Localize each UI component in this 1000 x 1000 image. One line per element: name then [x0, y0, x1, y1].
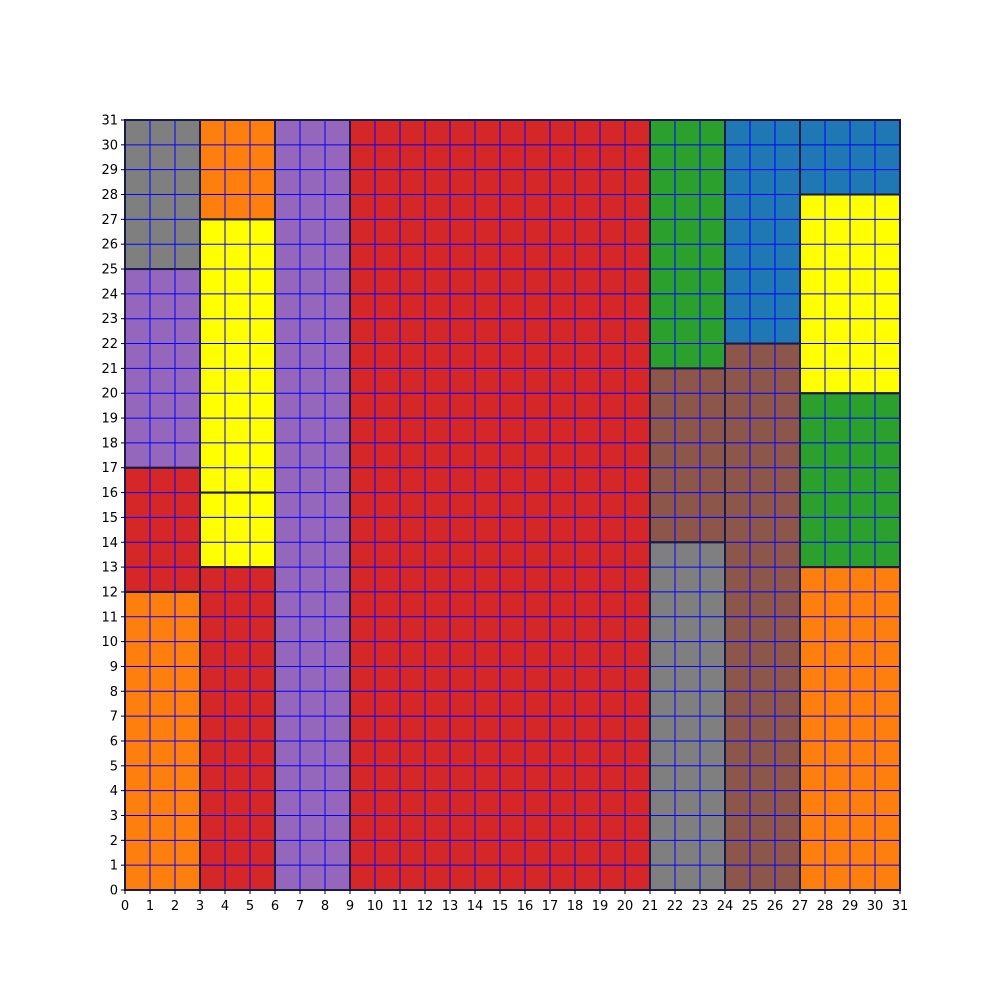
- x-tick-label: 25: [742, 899, 759, 914]
- x-tick-label: 18: [567, 899, 584, 914]
- x-tick-label: 12: [417, 899, 434, 914]
- y-tick-label: 9: [110, 660, 118, 675]
- x-tick-label: 31: [892, 899, 909, 914]
- region-yellow-upper-col2: [200, 219, 275, 493]
- region-brown-mid-col5: [650, 368, 725, 543]
- y-tick-label: 15: [101, 511, 118, 526]
- y-tick-label: 20: [101, 387, 118, 402]
- y-tick-label: 5: [110, 759, 118, 774]
- y-tick-label: 21: [101, 362, 118, 377]
- y-tick-label: 11: [101, 610, 118, 625]
- y-tick-label: 10: [101, 635, 118, 650]
- x-tick-label: 22: [667, 899, 684, 914]
- y-tick-label: 23: [101, 312, 118, 327]
- x-tick-label: 27: [792, 899, 809, 914]
- y-tick-label: 0: [110, 884, 118, 899]
- y-axis: 0123456789101112131415161718192021222324…: [101, 114, 125, 899]
- x-tick-label: 17: [542, 899, 559, 914]
- region-red-left: [125, 467, 200, 592]
- y-tick-label: 16: [101, 486, 118, 501]
- y-tick-label: 6: [110, 734, 118, 749]
- region-blue-top-col6: [725, 120, 800, 344]
- x-tick-label: 20: [617, 899, 634, 914]
- plot-frame: [124, 119, 901, 891]
- x-tick-label: 15: [492, 899, 509, 914]
- y-tick-label: 2: [110, 834, 118, 849]
- region-yellow-lower-col2: [200, 492, 275, 568]
- y-tick-label: 18: [101, 436, 118, 451]
- y-tick-label: 24: [101, 287, 118, 302]
- x-tick-label: 5: [246, 899, 254, 914]
- y-tick-label: 31: [101, 114, 118, 129]
- y-tick-label: 29: [101, 163, 118, 178]
- x-tick-label: 11: [392, 899, 409, 914]
- x-tick-label: 21: [642, 899, 659, 914]
- y-tick-label: 30: [101, 138, 118, 153]
- x-tick-label: 4: [221, 899, 229, 914]
- y-tick-label: 19: [101, 412, 118, 427]
- y-tick-label: 3: [110, 809, 118, 824]
- y-tick-label: 22: [101, 337, 118, 352]
- x-tick-label: 10: [367, 899, 384, 914]
- x-tick-label: 16: [517, 899, 534, 914]
- y-tick-label: 8: [110, 685, 118, 700]
- y-tick-label: 28: [101, 188, 118, 203]
- region-red-bottom-col2: [200, 567, 275, 890]
- x-tick-label: 29: [842, 899, 859, 914]
- y-tick-label: 17: [101, 461, 118, 476]
- x-tick-label: 24: [717, 899, 734, 914]
- region-purple-col3: [275, 120, 350, 890]
- x-tick-label: 2: [171, 899, 179, 914]
- y-tick-label: 1: [110, 859, 118, 874]
- x-tick-label: 0: [121, 899, 129, 914]
- x-tick-label: 30: [867, 899, 884, 914]
- y-tick-label: 26: [101, 238, 118, 253]
- x-tick-label: 28: [817, 899, 834, 914]
- y-tick-label: 27: [101, 213, 118, 228]
- x-tick-label: 1: [146, 899, 154, 914]
- y-tick-label: 12: [101, 585, 118, 600]
- y-tick-label: 7: [110, 710, 118, 725]
- x-tick-label: 6: [271, 899, 279, 914]
- x-tick-label: 8: [321, 899, 329, 914]
- y-tick-label: 14: [101, 536, 118, 551]
- x-axis: 0 1 2 3 4 5 6 7 8 9 10 11 12 13 14 15 16 17 18 19 20 21 22 23 24…: [121, 890, 908, 914]
- y-tick-label: 4: [110, 784, 118, 799]
- x-tick-label: 19: [592, 899, 609, 914]
- x-tick-label: 9: [346, 899, 354, 914]
- x-tick-label: 3: [196, 899, 204, 914]
- regions-layer: [125, 120, 900, 890]
- y-tick-label: 13: [101, 561, 118, 576]
- x-tick-label: 13: [442, 899, 459, 914]
- y-tick-label: 25: [101, 263, 118, 278]
- x-tick-label: 26: [767, 899, 784, 914]
- x-tick-label: 7: [296, 899, 304, 914]
- x-tick-label: 14: [467, 899, 484, 914]
- x-tick-label: 23: [692, 899, 709, 914]
